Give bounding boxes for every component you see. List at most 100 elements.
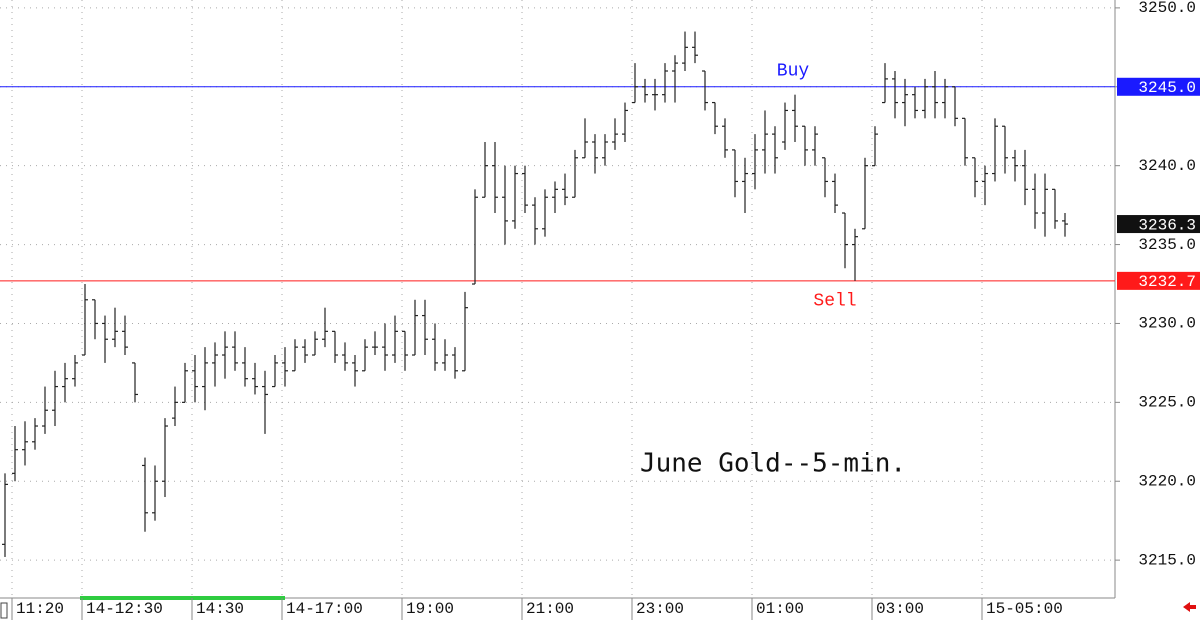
ohlc-bar (2, 473, 8, 557)
x-tick-label: 11:20 (16, 600, 64, 618)
ohlc-bar (122, 315, 128, 356)
ohlc-bar (952, 86, 958, 127)
y-tick-label: 3215.0 (1138, 551, 1196, 569)
ohlc-bar (242, 347, 248, 387)
session-bar (80, 596, 285, 600)
ohlc-bar (572, 149, 578, 198)
ohlc-bar (202, 347, 208, 411)
ohlc-bar (702, 70, 708, 111)
ohlc-bar (42, 386, 48, 434)
ohlc-bar (642, 78, 648, 103)
ohlc-bar (1002, 125, 1008, 174)
ohlc-bar (912, 86, 918, 119)
x-tick-label: 14:30 (196, 600, 244, 618)
ohlc-bar (852, 228, 858, 281)
y-tick-label: 3250.0 (1138, 0, 1196, 17)
ohlc-bar (882, 63, 888, 104)
ohlc-bar (542, 189, 548, 237)
ohlc-bar (192, 355, 198, 403)
corner-box (0, 602, 8, 619)
ohlc-bar (52, 370, 58, 427)
ohlc-bar (392, 315, 398, 363)
last-price-tag (1117, 215, 1200, 234)
ohlc-bar (1062, 213, 1068, 237)
ohlc-bar (462, 291, 468, 372)
ohlc-bar (712, 101, 718, 135)
ohlc-bar (332, 330, 338, 363)
price-tag-label: 3245.0 (1138, 79, 1196, 97)
ohlc-bar (282, 347, 288, 387)
ohlc-bar (1022, 149, 1028, 206)
reference-line-label: Sell (813, 292, 856, 312)
x-tick-label: 14-12:30 (86, 600, 163, 618)
y-tick-label: 3225.0 (1138, 394, 1196, 412)
ohlc-bar (172, 386, 178, 427)
x-tick-label: 03:00 (876, 600, 924, 618)
ohlc-bar (152, 465, 158, 521)
ohlc-bar (292, 339, 298, 372)
ohlc-bar (962, 117, 968, 166)
ohlc-bar (932, 71, 938, 119)
y-tick-label: 3220.0 (1138, 472, 1196, 490)
ohlc-bar (422, 299, 428, 356)
ohlc-bar (262, 370, 268, 434)
ohlc-bar (892, 71, 898, 119)
ohlc-bar (412, 299, 418, 356)
ohlc-bar (972, 157, 978, 198)
ohlc-bar (792, 94, 798, 143)
x-tick-label: 01:00 (756, 600, 804, 618)
price-tag (1117, 77, 1200, 96)
ohlc-bar (622, 102, 628, 143)
ohlc-bar (682, 31, 688, 72)
ohlc-bar (842, 212, 848, 269)
ohlc-bar (302, 339, 308, 363)
ohlc-bar (742, 157, 748, 214)
ohlc-bar (342, 342, 348, 371)
y-tick-label: 3240.0 (1138, 157, 1196, 175)
ohlc-bar (822, 157, 828, 198)
ohlc-bar (1012, 149, 1018, 182)
last-price-label: 3236.3 (1138, 216, 1196, 234)
ohlc-bar (482, 142, 488, 198)
ohlc-bar (352, 355, 358, 387)
ohlc-bar (752, 134, 758, 190)
ohlc-bar (232, 331, 238, 371)
ohlc-bar (132, 362, 138, 403)
ohlc-bar (182, 362, 188, 403)
ohlc-bar (452, 347, 458, 379)
ohlc-bar (1052, 188, 1058, 229)
ohlc-bar (432, 323, 438, 371)
ohlc-bar (772, 126, 778, 174)
x-tick-label: 23:00 (636, 600, 684, 618)
ohlc-bar (922, 78, 928, 119)
y-tick-label: 3235.0 (1138, 236, 1196, 254)
ohlc-bar (672, 55, 678, 103)
ohlc-bar (902, 78, 908, 127)
x-tick-label: 19:00 (406, 600, 454, 618)
ohlc-bar (602, 134, 608, 166)
ohlc-bar (722, 118, 728, 158)
ohlc-bar (252, 362, 258, 395)
ohlc-bar (802, 125, 808, 166)
ohlc-bar (102, 315, 108, 363)
ohlc-bar (532, 197, 538, 245)
ohlc-bar (272, 355, 278, 388)
ohlc-bar (812, 126, 818, 166)
ohlc-bar (112, 307, 118, 348)
ohlc-bar (212, 342, 218, 387)
ohlc-bar (82, 284, 88, 356)
ohlc-bar (92, 299, 98, 340)
scroll-arrow[interactable] (1183, 602, 1196, 612)
ohlc-bar (372, 331, 378, 356)
ohlc-bar (862, 157, 868, 230)
ohlc-bar (22, 421, 28, 466)
ohlc-bar (442, 339, 448, 371)
ohlc-bar (402, 330, 408, 371)
ohlc-bar (32, 418, 38, 450)
ohlc-bar (992, 118, 998, 182)
reference-line-label: Buy (777, 62, 810, 82)
ohlc-bar (592, 134, 598, 174)
